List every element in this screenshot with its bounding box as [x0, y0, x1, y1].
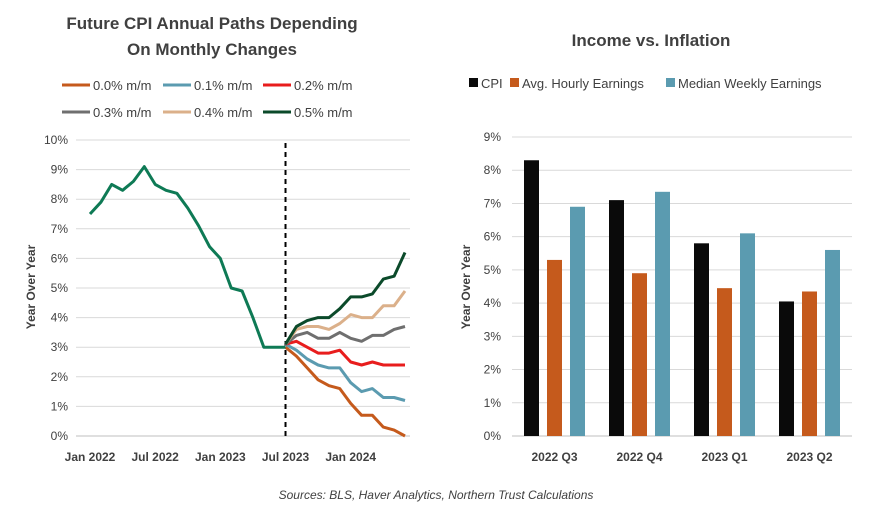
- left-y-tick-label: 1%: [51, 399, 69, 413]
- bar-legend-swatch-0: [469, 78, 478, 87]
- right-bar-chart: 0% 1% 2% 3% 4% 5% 6% 7% 8% 9% 2022 Q3 2022 Q4 2023 Q…: [469, 76, 852, 464]
- right-y-tick-label: 9%: [484, 130, 502, 144]
- right-x-tick-label: 2023 Q2: [786, 450, 832, 464]
- legend-label-4: 0.4% m/m: [194, 105, 253, 120]
- left-y-tick-label: 0%: [51, 429, 69, 443]
- legend-label-2: 0.2% m/m: [294, 78, 353, 93]
- right-y-axis-label: Year Over Year: [459, 244, 473, 329]
- bar-legend-swatch-1: [510, 78, 519, 87]
- bar-median-weekly-earnings-1: [655, 191, 670, 436]
- bar-legend-label-2: Median Weekly Earnings: [678, 76, 822, 91]
- right-y-tick-label: 8%: [484, 163, 502, 177]
- left-y-tick-label: 3%: [51, 340, 69, 354]
- bar-median-weekly-earnings-0: [570, 206, 585, 436]
- left-x-tick-label: Jan 2023: [195, 450, 246, 464]
- right-chart-title: Income vs. Inflation: [572, 31, 731, 50]
- right-y-tick-label: 3%: [484, 329, 502, 343]
- legend-label-1: 0.1% m/m: [194, 78, 253, 93]
- left-chart-title-line1: Future CPI Annual Paths Depending: [66, 14, 357, 33]
- series-line-2: [285, 339, 405, 367]
- left-y-axis-label: Year Over Year: [24, 244, 38, 329]
- right-y-tick-label: 1%: [484, 396, 502, 410]
- right-x-tick-label: 2022 Q3: [531, 450, 577, 464]
- left-y-tick-label: 2%: [51, 370, 69, 384]
- bar-avg-hourly-earnings-2: [717, 288, 732, 436]
- right-y-tick-label: 4%: [484, 296, 502, 310]
- legend-label-3: 0.3% m/m: [93, 105, 152, 120]
- legend-label-0: 0.0% m/m: [93, 78, 152, 93]
- left-y-tick-label: 4%: [51, 311, 69, 325]
- right-y-tick-label: 7%: [484, 196, 502, 210]
- left-y-tick-label: 5%: [51, 281, 69, 295]
- series-line-5: [284, 251, 407, 345]
- left-y-tick-label: 7%: [51, 222, 69, 236]
- left-x-tick-label: Jan 2024: [325, 450, 376, 464]
- bar-median-weekly-earnings-3: [825, 249, 840, 436]
- bar-cpi-0: [524, 160, 539, 436]
- left-y-tick-label: 10%: [44, 133, 68, 147]
- left-x-tick-label: Jul 2023: [262, 450, 310, 464]
- bar-cpi-2: [694, 243, 709, 436]
- bar-avg-hourly-earnings-1: [632, 273, 647, 436]
- bar-median-weekly-earnings-2: [740, 233, 755, 436]
- source-note: Sources: BLS, Haver Analytics, Northern …: [279, 488, 594, 502]
- left-y-tick-label: 8%: [51, 192, 69, 206]
- right-y-tick-label: 2%: [484, 363, 502, 377]
- left-chart-title-line2: On Monthly Changes: [127, 40, 297, 59]
- left-y-tick-label: 6%: [51, 251, 69, 265]
- right-y-tick-label: 6%: [484, 230, 502, 244]
- bar-cpi-1: [609, 200, 624, 436]
- left-x-tick-label: Jul 2022: [131, 450, 179, 464]
- right-x-tick-label: 2022 Q4: [616, 450, 662, 464]
- right-y-tick-label: 5%: [484, 263, 502, 277]
- right-x-tick-label: 2023 Q1: [701, 450, 747, 464]
- series-line-0: [284, 346, 406, 438]
- series-line-1: [284, 342, 406, 402]
- series-line-4: [284, 290, 407, 346]
- bar-legend-swatch-2: [666, 78, 675, 87]
- bar-cpi-3: [779, 301, 794, 436]
- series-line-3: [284, 325, 406, 346]
- legend-label-5: 0.5% m/m: [294, 105, 353, 120]
- bar-legend-label-0: CPI: [481, 76, 503, 91]
- bar-legend-label-1: Avg. Hourly Earnings: [522, 76, 644, 91]
- right-y-tick-label: 0%: [484, 429, 502, 443]
- history-line: [88, 165, 286, 349]
- left-line-chart: 0% 1% 2% 3% 4% 5% 6% 7% 8% 9% 10% Jan 2022 Jul 2022 J…: [44, 78, 410, 464]
- bar-avg-hourly-earnings-0: [547, 259, 562, 436]
- bar-avg-hourly-earnings-3: [802, 291, 817, 436]
- left-y-tick-label: 9%: [51, 163, 69, 177]
- left-x-tick-label: Jan 2022: [65, 450, 116, 464]
